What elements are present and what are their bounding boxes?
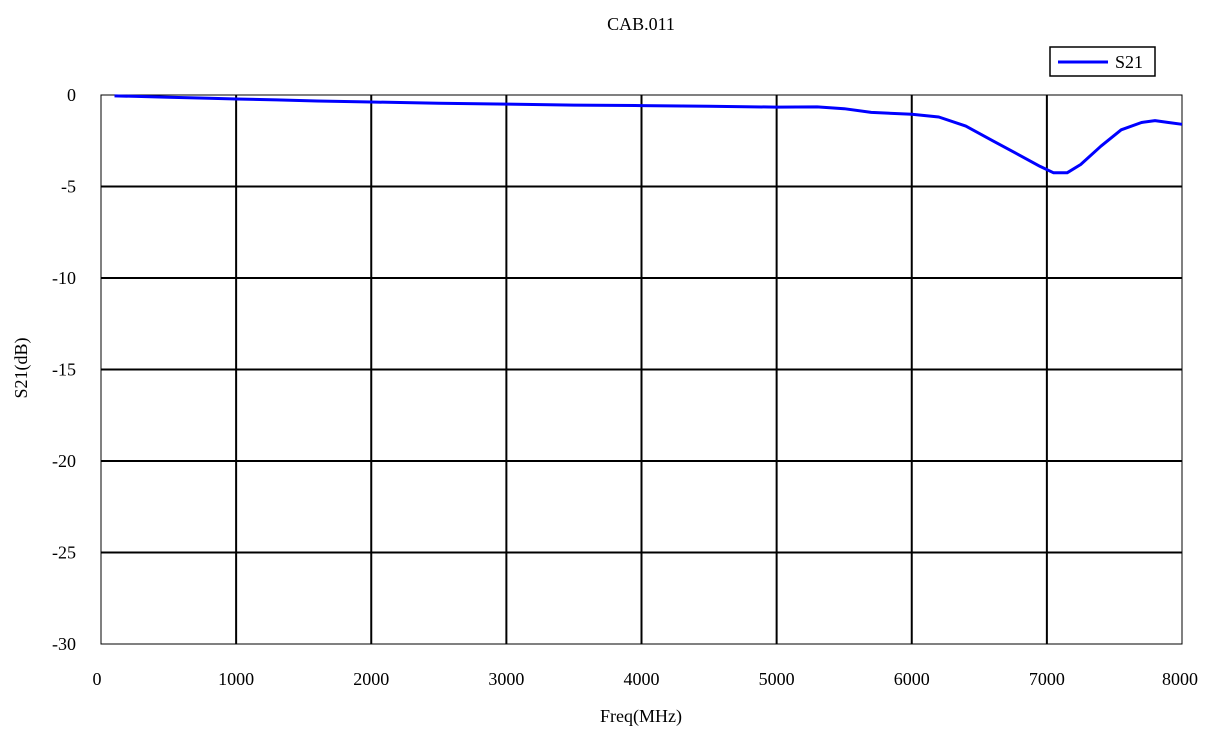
y-tick-label: -25 xyxy=(52,543,76,563)
y-tick-label: 0 xyxy=(67,85,76,105)
x-tick-label: 5000 xyxy=(759,669,795,689)
y-axis-label: S21(dB) xyxy=(11,337,32,398)
x-tick-label: 1000 xyxy=(218,669,254,689)
plot-area-border xyxy=(100,94,1183,645)
x-tick-label: 0 xyxy=(93,669,102,689)
x-tick-label: 3000 xyxy=(488,669,524,689)
legend-label-s21: S21 xyxy=(1115,52,1143,72)
x-tick-label: 7000 xyxy=(1029,669,1065,689)
y-tick-label: -20 xyxy=(52,451,76,471)
series-line-s21 xyxy=(114,94,1183,175)
grid xyxy=(101,95,1182,644)
x-tick-label: 8000 xyxy=(1162,669,1198,689)
x-tick-label: 2000 xyxy=(353,669,389,689)
series-group xyxy=(114,94,1183,175)
x-tick-label: 4000 xyxy=(624,669,660,689)
y-tick-labels: 0 -5 -10 -15 -20 -25 -30 xyxy=(52,85,76,654)
x-axis-label: Freq(MHz) xyxy=(600,706,682,727)
y-tick-label: -10 xyxy=(52,268,76,288)
y-tick-label: -15 xyxy=(52,360,76,380)
x-tick-label: 6000 xyxy=(894,669,930,689)
y-tick-label: -30 xyxy=(52,634,76,654)
legend: S21 xyxy=(1049,46,1156,77)
x-tick-labels: 0 1000 2000 3000 4000 5000 6000 7000 8000 xyxy=(93,669,1199,689)
y-tick-label: -5 xyxy=(61,177,76,197)
chart-title: CAB.011 xyxy=(607,14,675,34)
